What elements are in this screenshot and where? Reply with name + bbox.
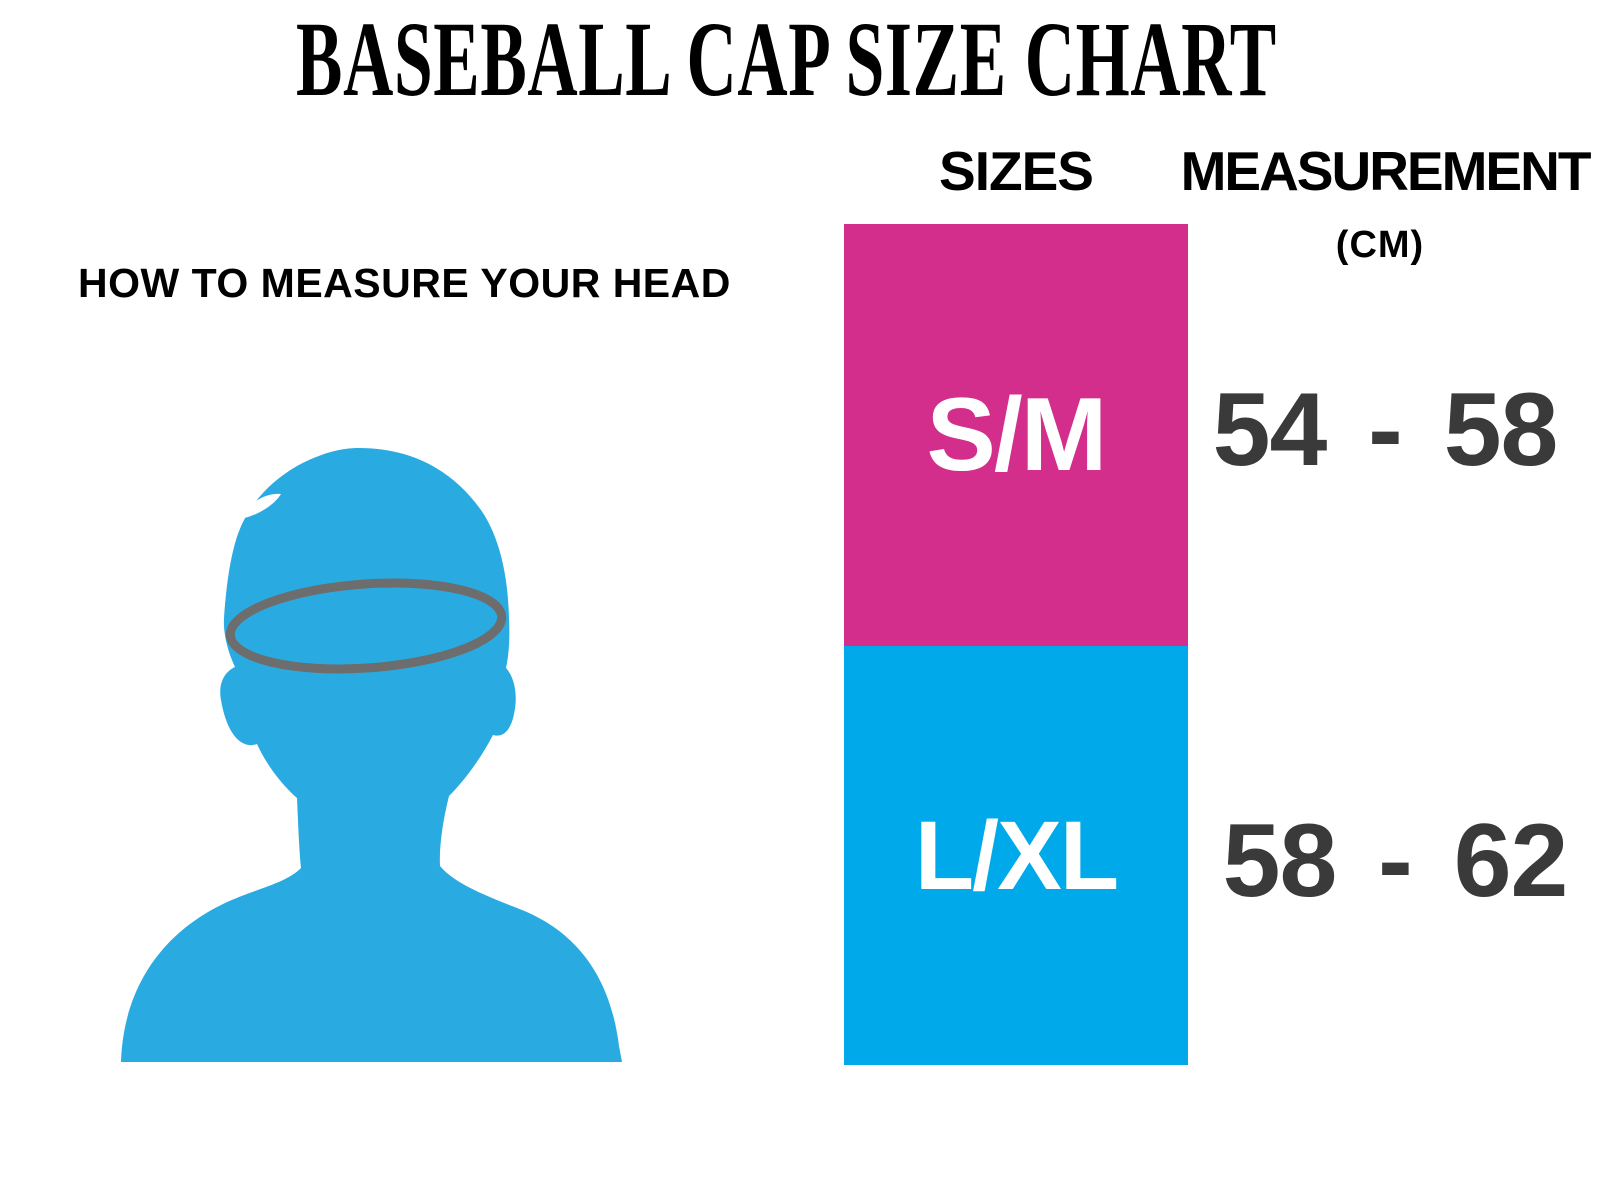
page-title: BASEBALL CAP SIZE CHART bbox=[0, 1, 1573, 119]
page-title-text: BASEBALL CAP SIZE CHART bbox=[296, 1, 1277, 119]
column-header-sizes: SIZES bbox=[939, 140, 1094, 202]
column-header-measurement: MEASUREMENT bbox=[1180, 140, 1592, 202]
measurement-value-lxl: 58 - 62 bbox=[1222, 803, 1569, 919]
size-label-sm: S/M bbox=[926, 377, 1108, 493]
head-measurement-figure bbox=[121, 448, 622, 1062]
size-label-lxl: L/XL bbox=[914, 801, 1119, 910]
instruction-heading: HOW TO MEASURE YOUR HEAD bbox=[78, 260, 731, 306]
measuring-tape-icon bbox=[225, 578, 507, 674]
measurement-unit-label: (CM) bbox=[1335, 224, 1425, 266]
measurement-value-sm: 54 - 58 bbox=[1212, 372, 1559, 488]
hair-highlight-icon bbox=[241, 493, 281, 518]
head-silhouette-icon bbox=[121, 448, 622, 1062]
size-row-sm: S/M bbox=[844, 224, 1188, 646]
size-row-lxl: L/XL bbox=[844, 646, 1188, 1065]
